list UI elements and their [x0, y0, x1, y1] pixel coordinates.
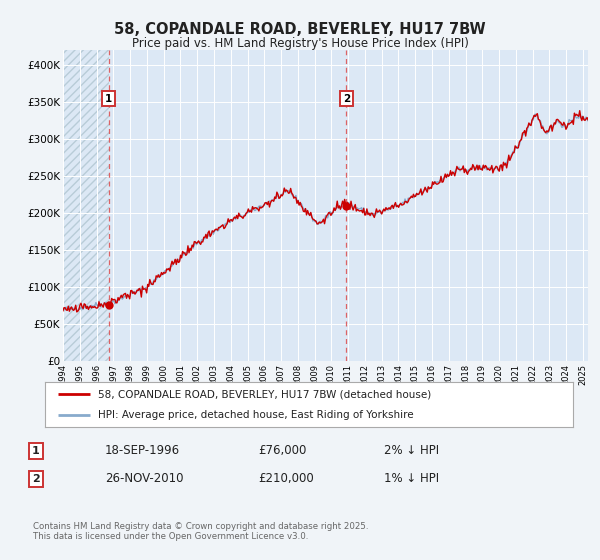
Text: 2: 2	[343, 94, 350, 104]
Text: 2% ↓ HPI: 2% ↓ HPI	[384, 444, 439, 458]
Text: 26-NOV-2010: 26-NOV-2010	[105, 472, 184, 486]
Text: 18-SEP-1996: 18-SEP-1996	[105, 444, 180, 458]
Text: 1% ↓ HPI: 1% ↓ HPI	[384, 472, 439, 486]
Text: HPI: Average price, detached house, East Riding of Yorkshire: HPI: Average price, detached house, East…	[98, 409, 413, 419]
Text: 1: 1	[105, 94, 112, 104]
Text: £76,000: £76,000	[258, 444, 307, 458]
Text: 58, COPANDALE ROAD, BEVERLEY, HU17 7BW: 58, COPANDALE ROAD, BEVERLEY, HU17 7BW	[114, 22, 486, 38]
Text: Contains HM Land Registry data © Crown copyright and database right 2025.
This d: Contains HM Land Registry data © Crown c…	[33, 522, 368, 542]
Text: Price paid vs. HM Land Registry's House Price Index (HPI): Price paid vs. HM Land Registry's House …	[131, 37, 469, 50]
Bar	[63, 50, 109, 361]
Text: 2: 2	[32, 474, 40, 484]
Text: 58, COPANDALE ROAD, BEVERLEY, HU17 7BW (detached house): 58, COPANDALE ROAD, BEVERLEY, HU17 7BW (…	[98, 389, 431, 399]
Text: £210,000: £210,000	[258, 472, 314, 486]
Text: 1: 1	[32, 446, 40, 456]
